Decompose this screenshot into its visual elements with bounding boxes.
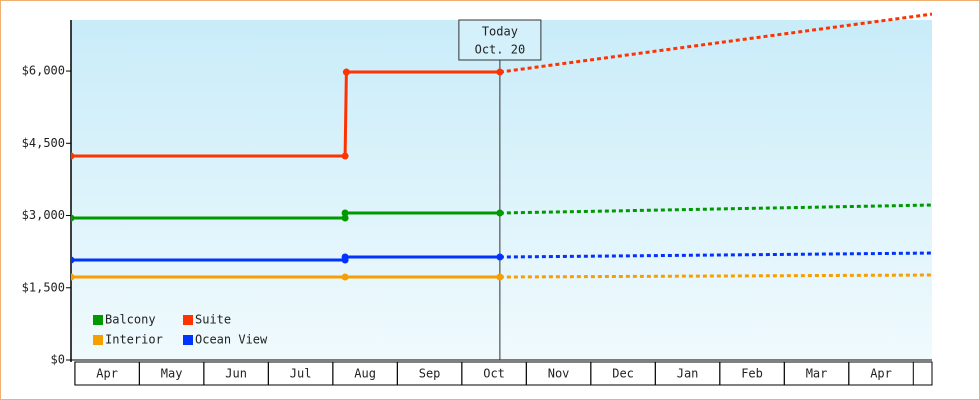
y-tick-label: $3,000 <box>22 208 65 222</box>
x-tick-label: May <box>161 367 183 381</box>
x-tick-label: Nov <box>548 367 570 381</box>
today-box <box>458 19 542 61</box>
price-point <box>496 209 504 217</box>
price-point <box>71 214 75 222</box>
price-point <box>71 273 75 281</box>
legend-swatch <box>93 335 103 345</box>
price-point <box>341 209 349 217</box>
price-point <box>341 214 349 222</box>
legend-swatch <box>93 315 103 325</box>
x-tick-label: Apr <box>870 367 892 381</box>
y-tick-label: $1,500 <box>22 280 65 294</box>
today-label: Today <box>482 25 518 39</box>
forecast-line <box>499 203 932 215</box>
price-line <box>71 70 500 158</box>
x-tick-label: Jul <box>290 367 312 381</box>
legend-swatch <box>183 315 193 325</box>
x-tick-label: Oct <box>483 367 505 381</box>
price-point <box>496 68 504 76</box>
legend-label: Suite <box>195 313 231 327</box>
x-tick-label: Dec <box>612 367 634 381</box>
forecast-line <box>499 12 932 74</box>
x-tick-label: Sep <box>419 367 441 381</box>
layer: $0 $1,500 $3,000 $4,500 $6,000 Apr May Jun Jul Au… <box>22 12 933 386</box>
price-point <box>496 273 504 281</box>
price-point <box>342 68 350 76</box>
legend-label: Balcony <box>105 313 156 327</box>
price-point <box>341 273 349 281</box>
x-tick-label: Mar <box>806 367 828 381</box>
y-tick-label: $6,000 <box>22 64 65 78</box>
today-label: Oct. 20 <box>475 43 526 57</box>
price-point <box>71 256 75 264</box>
x-tick-label: Aug <box>354 367 376 381</box>
x-tick-label: Jan <box>677 367 699 381</box>
forecast-line <box>499 273 932 279</box>
x-tick-label: Apr <box>96 367 118 381</box>
legend-label: Ocean View <box>195 333 268 347</box>
forecast-line <box>499 251 932 259</box>
x-tick-cell <box>848 361 914 386</box>
x-tick-label: Jun <box>225 367 247 381</box>
plot-area <box>71 20 932 360</box>
price-point <box>71 152 75 160</box>
price-point <box>341 152 349 160</box>
series-layer <box>71 12 932 281</box>
legend-swatch <box>183 335 193 345</box>
price-point <box>341 253 349 261</box>
y-tick-label: $4,500 <box>22 136 65 150</box>
legend-label: Interior <box>105 333 163 347</box>
x-tick-label: Feb <box>741 367 763 381</box>
y-tick-label: $0 <box>51 353 65 367</box>
price-point <box>496 253 504 261</box>
